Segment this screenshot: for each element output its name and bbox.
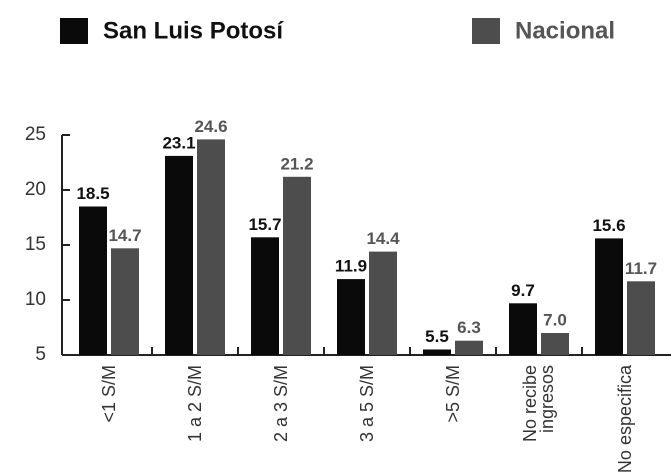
y-tick-label: 10 [25, 289, 46, 310]
bar [251, 237, 279, 355]
bar [165, 155, 193, 355]
value-label: 5.5 [425, 327, 449, 346]
legend-swatch [60, 18, 88, 44]
value-label: 11.7 [625, 259, 657, 278]
bar [79, 206, 107, 355]
value-label: 14.7 [108, 226, 141, 245]
x-tick-label: >5 S/M [442, 365, 463, 423]
y-tick-label: 15 [25, 234, 46, 255]
bar [337, 279, 365, 355]
bar [455, 340, 483, 355]
bar [423, 349, 451, 355]
bar [541, 333, 569, 355]
legend-label: San Luis Potosí [103, 17, 284, 44]
value-label: 15.7 [248, 215, 281, 234]
x-tick-label: 1 a 2 S/M [184, 365, 205, 443]
value-label: 6.3 [457, 318, 481, 337]
legend-label: Nacional [515, 17, 615, 44]
bar [369, 251, 397, 355]
y-tick-label: 5 [35, 344, 46, 365]
bar [283, 176, 311, 355]
bar [509, 303, 537, 355]
x-tick-label: 2 a 3 S/M [270, 365, 291, 443]
x-tick-label: <1 S/M [98, 365, 119, 423]
bar [197, 139, 225, 355]
x-tick-label: 3 a 5 S/M [356, 365, 377, 443]
value-label: 21.2 [280, 154, 313, 173]
bar [595, 238, 623, 355]
value-label: 9.7 [511, 281, 535, 300]
value-label: 15.6 [592, 216, 625, 235]
value-label: 14.4 [366, 229, 400, 248]
legend-swatch [472, 18, 500, 44]
bar [627, 281, 655, 355]
value-label: 18.5 [76, 184, 109, 203]
y-tick-label: 20 [25, 179, 46, 200]
value-label: 11.9 [335, 257, 367, 276]
value-label: 7.0 [543, 310, 567, 329]
x-tick-label: No especifica [614, 365, 635, 474]
value-label: 24.6 [194, 117, 227, 136]
value-label: 23.1 [162, 133, 195, 152]
y-tick-label: 25 [25, 124, 46, 145]
x-tick-label: No recibe ingresos [520, 365, 557, 443]
bar [111, 248, 139, 355]
